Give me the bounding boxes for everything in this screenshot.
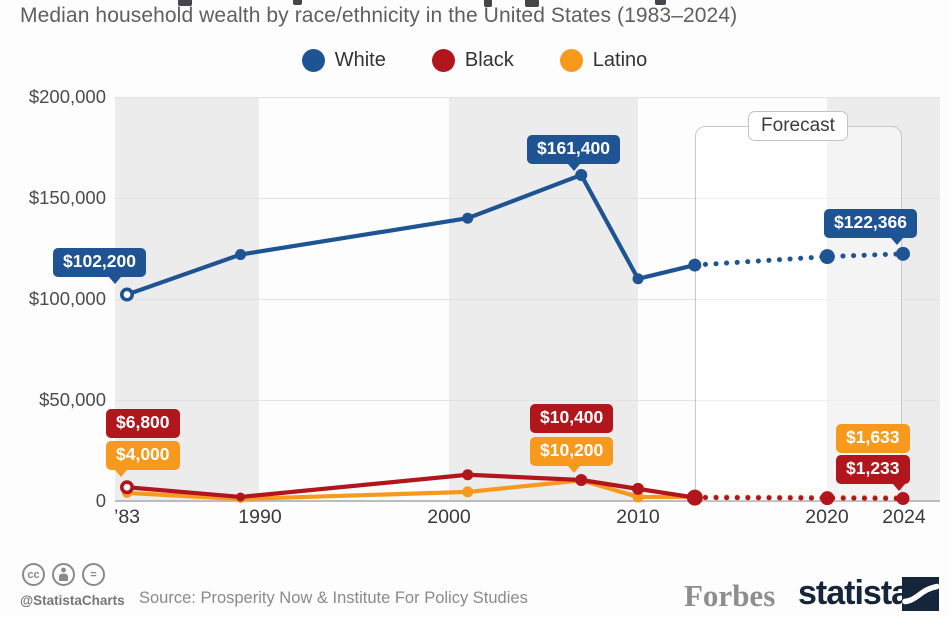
statista-charts-handle: @StatistaCharts <box>20 593 125 608</box>
y-tick-label: $200,000 <box>28 86 106 107</box>
value-badge-latino-2007: $10,200 <box>530 437 614 472</box>
value-badge-latino-1983: $4,000 <box>106 441 180 476</box>
statista-swoosh-icon <box>902 583 940 605</box>
statista-logo-icon <box>902 577 940 611</box>
value-badge-black-1983: $6,800 <box>106 409 180 438</box>
x-tick-label: ’83 <box>113 506 141 528</box>
value-badge-white-2024: $122,366 <box>824 209 917 244</box>
cc-icon: cc <box>22 563 45 586</box>
x-tick-label: 2000 <box>427 506 471 528</box>
clipped-title-fragment <box>293 0 302 5</box>
chart-subtitle: Median household wealth by race/ethnicit… <box>20 4 738 27</box>
gridline-50k <box>115 400 940 401</box>
clipped-title-fragment <box>525 0 539 7</box>
value-badge-black-2024: $1,233 <box>836 455 910 490</box>
forbes-logo: Forbes <box>684 578 776 613</box>
value-badge-white-2007: $161,400 <box>527 135 620 170</box>
y-tick-label: 0 <box>95 490 106 511</box>
black-series-dot-icon <box>431 49 455 72</box>
legend-item-white: White <box>301 49 386 72</box>
legend-label: Black <box>464 49 514 71</box>
clipped-title-fragment <box>178 0 192 6</box>
white-series-dot-icon <box>301 49 325 72</box>
y-tick-label: $50,000 <box>39 389 106 410</box>
latino-series-dot-icon <box>559 49 583 72</box>
legend-item-black: Black <box>431 49 514 72</box>
value-badge-latino-2024: $1,633 <box>836 424 910 453</box>
x-tick-label: 1990 <box>238 506 282 528</box>
equal-icon: = <box>82 563 105 586</box>
gridline-100k <box>115 299 940 300</box>
legend-label: Latino <box>592 49 648 71</box>
x-tick-label: 2024 <box>882 506 926 528</box>
gridline-200k <box>115 97 940 98</box>
clipped-title-fragment <box>484 0 492 7</box>
forecast-label: Forecast <box>748 111 848 141</box>
value-badge-black-2007: $10,400 <box>530 404 614 433</box>
statista-logo-text: statista <box>798 574 910 612</box>
x-tick-label: 2020 <box>805 506 849 528</box>
x-tick-label: 2010 <box>616 506 660 528</box>
legend: White Black Latino <box>0 49 949 72</box>
license-icons: cc = <box>22 563 105 586</box>
legend-label: White <box>334 49 386 71</box>
legend-item-latino: Latino <box>559 49 648 72</box>
y-tick-label: $100,000 <box>28 288 106 309</box>
source-note: Source: Prosperity Now & Institute For P… <box>139 589 528 607</box>
attribution-person-icon <box>52 563 75 586</box>
person-icon <box>59 567 68 581</box>
value-badge-white-1983: $102,200 <box>53 248 146 283</box>
clipped-title-fragment <box>655 0 666 5</box>
y-tick-label: $150,000 <box>28 187 106 208</box>
